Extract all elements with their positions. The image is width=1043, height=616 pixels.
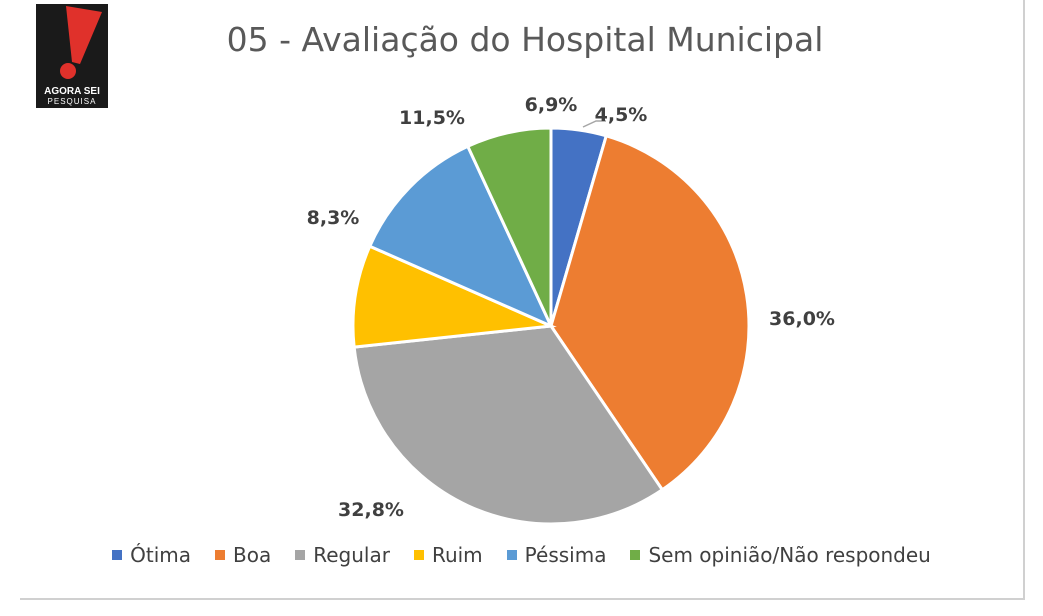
legend-item-1: Boa xyxy=(215,543,271,567)
legend-label: Péssima xyxy=(524,543,607,567)
pie-slice-2 xyxy=(352,324,665,526)
agora-sei-logo: AGORA SEI PESQUISA xyxy=(36,4,108,108)
pie-slice-4 xyxy=(367,144,555,329)
legend-label: Ótima xyxy=(130,543,192,567)
legend-swatch xyxy=(112,550,123,560)
data-label-0: 4,5% xyxy=(595,104,648,126)
data-label-5: 6,9% xyxy=(525,94,578,116)
logo-sub-text: PESQUISA xyxy=(48,97,97,106)
chart-legend: Ótima Boa Regular Ruim Péssima Sem opinião/Nã… xyxy=(0,543,1043,567)
pie-slice-5 xyxy=(465,126,553,327)
legend-swatch xyxy=(630,550,641,560)
legend-swatch xyxy=(506,550,517,560)
data-label-4: 11,5% xyxy=(399,107,465,129)
legend-item-5: Sem opinião/Não respondeu xyxy=(630,543,931,567)
pie-slice-1 xyxy=(549,134,751,492)
chart-title: 05 - Avaliação do Hospital Municipal xyxy=(226,20,824,59)
pie-slice-3 xyxy=(351,244,557,349)
legend-swatch xyxy=(295,550,306,560)
legend-label: Ruim xyxy=(431,543,483,567)
leader-line xyxy=(582,120,606,128)
legend-item-2: Regular xyxy=(295,543,390,567)
legend-label: Regular xyxy=(313,543,390,567)
logo-brand-text: AGORA SEI xyxy=(44,86,100,97)
data-label-1: 36,0% xyxy=(769,308,835,330)
data-label-3: 8,3% xyxy=(307,207,360,229)
legend-swatch xyxy=(413,550,424,560)
legend-swatch xyxy=(215,550,226,560)
legend-label: Sem opinião/Não respondeu xyxy=(648,543,931,567)
data-label-2: 32,8% xyxy=(338,499,404,521)
legend-item-3: Ruim xyxy=(413,543,483,567)
legend-item-0: Ótima xyxy=(112,543,191,567)
legend-item-4: Péssima xyxy=(506,543,607,567)
legend-label: Boa xyxy=(233,543,272,567)
